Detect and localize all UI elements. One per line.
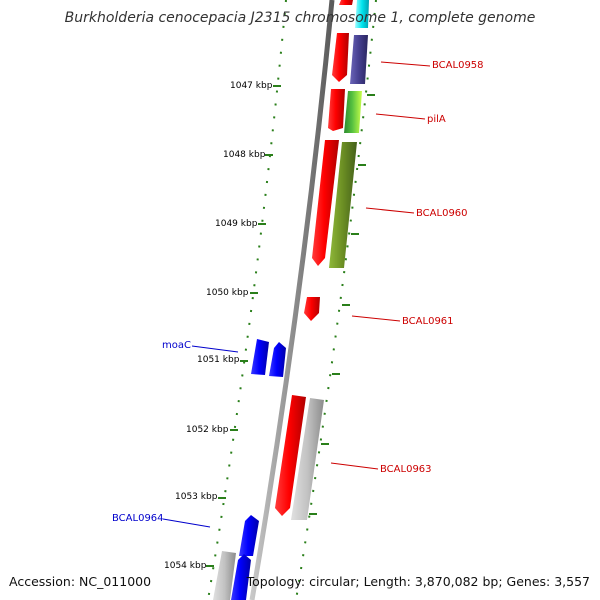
label-leader-pila — [375, 113, 426, 120]
tick-label-1052: 1052 kbp — [186, 425, 229, 435]
label-leader-moac — [191, 345, 239, 353]
cds-arrow-red — [339, 0, 353, 5]
gene-label-bcal0960: BCAL0960 — [416, 208, 468, 219]
tick-label-1050: 1050 kbp — [206, 288, 249, 298]
cds-arrow-lime — [344, 91, 362, 133]
tick-label-1054: 1054 kbp — [164, 561, 207, 571]
guide-rings — [207, 0, 377, 600]
scale-ticks: 1047 kbp 1048 kbp 1049 kbp 1050 kbp 1051… — [164, 81, 375, 571]
outer-guide-ring-dotted — [295, 0, 377, 600]
tick-label-1047: 1047 kbp — [230, 81, 273, 91]
cds-arrow-blue — [231, 554, 251, 600]
gene-label-bcal0961: BCAL0961 — [402, 316, 454, 327]
tick-label-1051: 1051 kbp — [197, 355, 240, 365]
label-leader-bcal0961 — [351, 315, 401, 322]
cds-arrow-blue — [251, 339, 269, 375]
label-leader-bcal0958 — [380, 61, 431, 67]
gene-label-bcal0963: BCAL0963 — [380, 464, 432, 475]
label-leader-bcal0960 — [365, 207, 415, 214]
gene-label-bcal0964: BCAL0964 — [112, 513, 164, 524]
cds-arrow-red — [304, 297, 320, 321]
topology-text: Topology: circular; Length: 3,870,082 bp… — [246, 574, 590, 589]
gene-features — [213, 0, 369, 600]
genome-backbone — [249, 0, 335, 600]
cds-arrow-red — [328, 89, 345, 131]
label-leader-bcal0964 — [162, 518, 211, 528]
cds-arrow-grey — [213, 551, 236, 600]
gene-label-moac: moaC — [162, 340, 191, 351]
cds-arrow-grey — [291, 398, 324, 520]
tick-label-1048: 1048 kbp — [223, 150, 266, 160]
gene-label-bcal0958: BCAL0958 — [432, 60, 484, 71]
cds-arrow-cyan — [355, 0, 369, 28]
label-leader-bcal0963 — [330, 462, 379, 470]
tick-label-1049: 1049 kbp — [215, 219, 258, 229]
cds-arrow-blue — [239, 515, 259, 556]
cds-arrow-olive — [329, 142, 357, 268]
accession-text: Accession: NC_011000 — [9, 574, 152, 589]
cds-arrow-blue — [269, 342, 286, 377]
map-title: Burkholderia cenocepacia J2315 chromosom… — [64, 10, 536, 26]
gene-labels: BCAL0958 pilA BCAL0960 BCAL0961 moaC BCA… — [112, 60, 484, 528]
cds-arrow-red — [332, 33, 349, 82]
cds-arrow-red — [312, 140, 339, 266]
cds-arrow-purple — [350, 35, 368, 84]
gene-label-pila: pilA — [427, 114, 446, 125]
inner-guide-ring-dotted — [207, 0, 287, 600]
cds-arrow-red — [275, 395, 306, 516]
tick-label-1053: 1053 kbp — [175, 492, 218, 502]
